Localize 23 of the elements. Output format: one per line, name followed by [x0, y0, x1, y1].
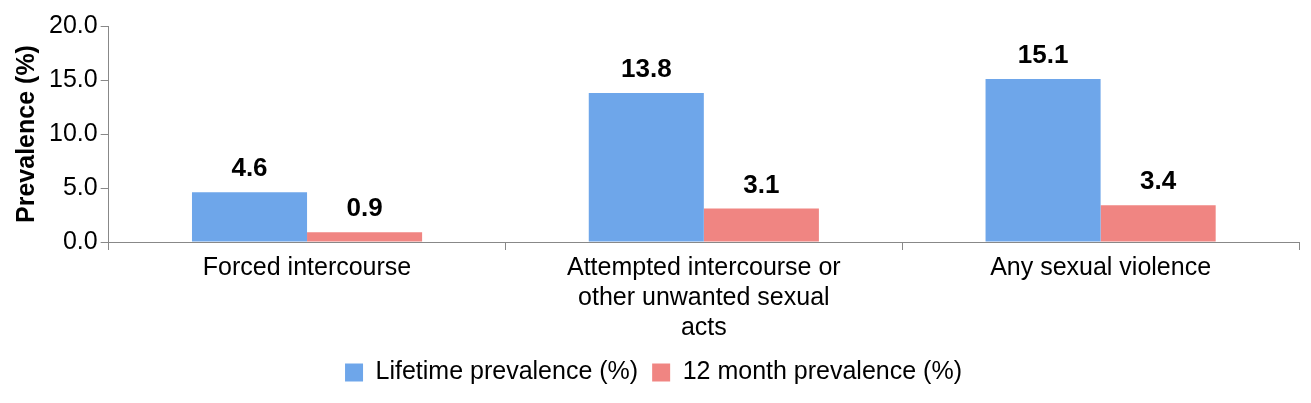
- data-label: 3.4: [1140, 165, 1177, 196]
- legend-label: 12 month prevalence (%): [682, 356, 962, 385]
- y-tick-label: 20.0: [48, 9, 98, 38]
- legend-label: Lifetime prevalence (%): [375, 356, 639, 385]
- y-tick-label: 0.0: [62, 225, 98, 254]
- y-tick-label: 10.0: [48, 117, 98, 146]
- y-tick-label: 15.0: [48, 63, 98, 92]
- bar: [1100, 205, 1216, 242]
- data-label: 4.6: [231, 152, 268, 183]
- x-tick-label: Any sexual violence: [990, 251, 1212, 280]
- x-tick-label: Forced intercourse: [202, 251, 412, 280]
- bar: [703, 208, 819, 242]
- bar: [588, 92, 704, 242]
- data-label: 13.8: [620, 53, 672, 84]
- data-label: 3.1: [743, 168, 780, 199]
- y-axis-title: Prevalence (%): [10, 45, 39, 223]
- data-label: 0.9: [346, 192, 383, 223]
- y-tick-label: 5.0: [62, 171, 98, 200]
- bar: [307, 232, 423, 242]
- data-label: 15.1: [1017, 39, 1069, 70]
- bar: [191, 192, 308, 242]
- bar: [985, 78, 1101, 242]
- x-tick-label: Attempted intercourse or other unwanted sexual acts: [566, 251, 841, 340]
